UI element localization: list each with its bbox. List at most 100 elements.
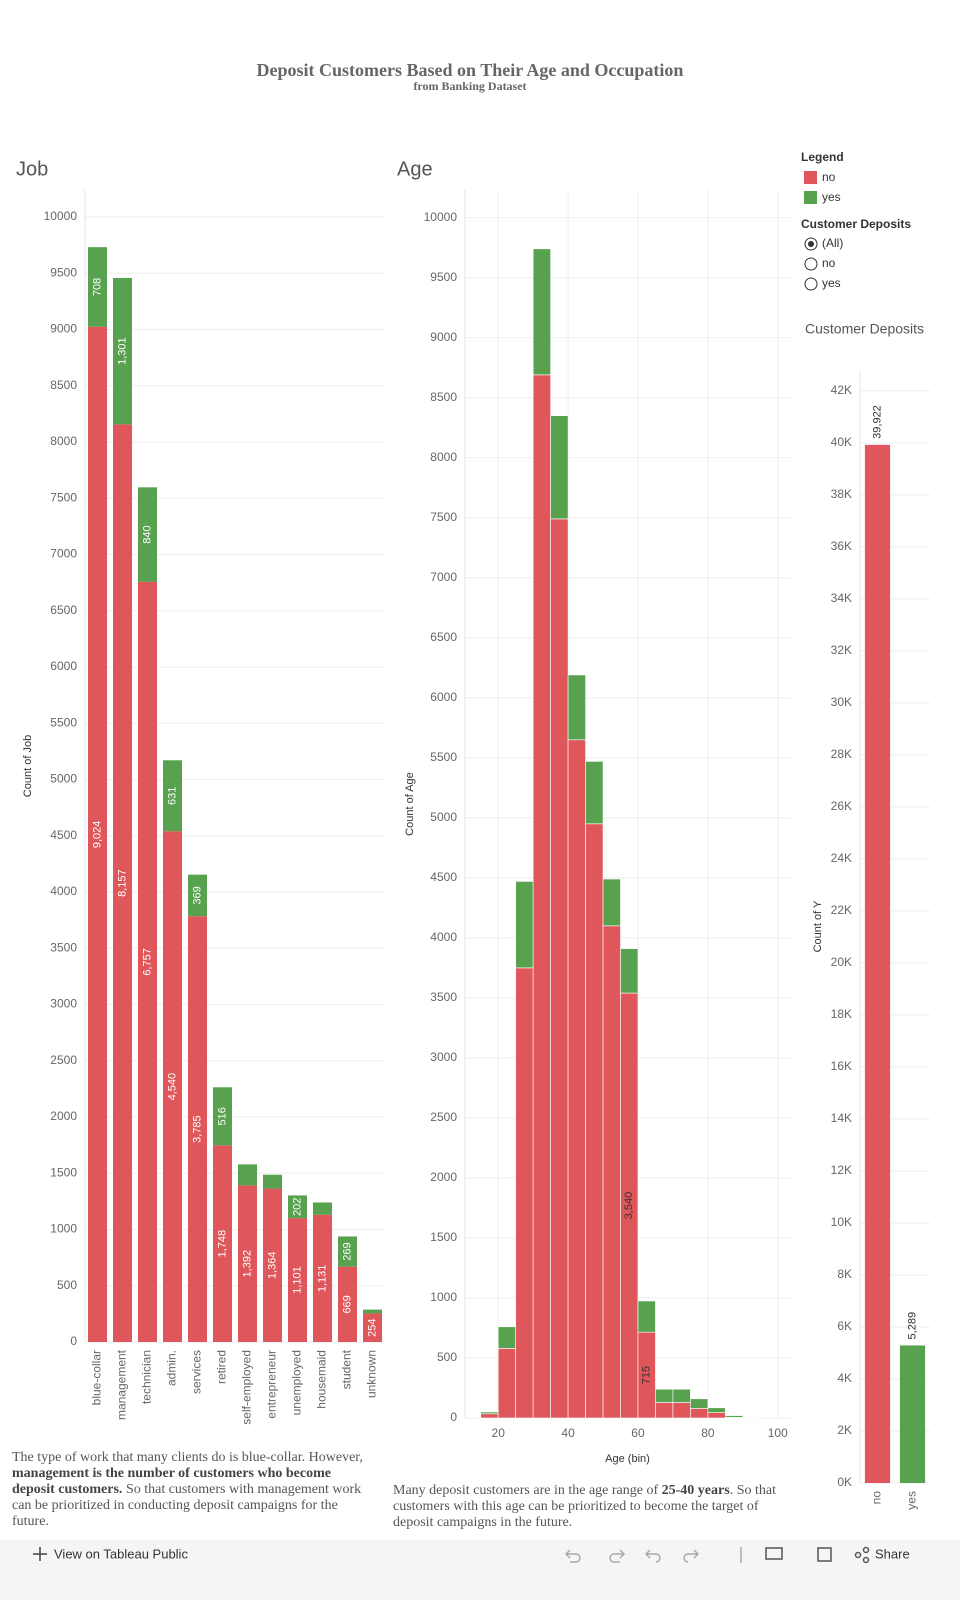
caption-text: The type of work that many clients do is… [12,1450,363,1465]
data-label: 9,024 [91,821,103,849]
bar-segment [163,760,182,832]
data-label: 840 [141,525,153,543]
y-tick-label: 5500 [430,750,457,764]
histogram-bar [497,1348,516,1419]
y-axis-label: Count of Age [404,772,416,836]
y-tick-label: 1500 [50,1165,77,1179]
histogram-bar [655,1388,674,1403]
y-tick-label: 3000 [50,997,77,1011]
y-tick-label: 5000 [430,810,457,824]
radio-label[interactable]: no [822,256,836,270]
bar-segment [213,1145,232,1342]
y-tick-label: 12K [831,1163,852,1177]
y-tick-label: 9500 [430,270,457,284]
y-tick-label: 5500 [50,715,77,729]
y-tick-label: 5000 [50,772,77,786]
y-tick-label: 1000 [50,1222,77,1236]
bar-segment [288,1218,307,1342]
x-tick-label: retired [215,1350,229,1384]
x-tick-label: unemployed [290,1350,304,1415]
data-label: 1,364 [266,1252,278,1280]
x-tick-label: 100 [768,1426,788,1440]
view-link[interactable]: View on Tableau Public [54,1546,188,1561]
y-tick-label: 36K [831,539,852,553]
radio-label[interactable]: yes [822,276,841,290]
legend-swatch [804,191,817,204]
legend-title: Legend [801,150,844,164]
legend-label: no [822,170,836,184]
data-label: 3,785 [191,1115,203,1143]
y-tick-label: 34K [831,591,852,605]
data-label: 4,540 [166,1073,178,1101]
data-label: 631 [166,787,178,805]
y-tick-label: 3500 [430,990,457,1004]
x-tick-label: unknown [365,1350,379,1398]
y-tick-label: 9500 [50,265,77,279]
x-tick-label: blue-collar [90,1350,104,1405]
y-tick-label: 9000 [50,322,77,336]
bar [864,444,891,1484]
y-axis-label: Count of Y [812,900,824,952]
data-label: 269 [341,1242,353,1260]
y-tick-label: 1500 [430,1230,457,1244]
radio-button [804,277,818,291]
bar-segment [263,1174,282,1189]
title: Deposit Customers Based on Their Age and… [257,60,684,80]
y-tick-label: 7500 [430,510,457,524]
y-tick-label: 500 [437,1350,457,1364]
y-tick-label: 8500 [50,378,77,392]
tableau-icon [33,1547,47,1561]
histogram-bar [672,1402,691,1419]
radio-label[interactable]: (All) [822,236,843,250]
histogram-bar [690,1398,709,1409]
data-label: 5,289 [906,1312,918,1340]
x-tick-label: admin. [165,1350,179,1386]
y-tick-label: 4500 [50,828,77,842]
x-tick-label: no [870,1491,884,1505]
x-tick-label: yes [905,1491,919,1510]
data-label: 369 [191,886,203,904]
data-label: 708 [91,278,103,296]
bar-segment [88,326,107,1342]
histogram-bar [550,415,569,520]
y-tick-label: 1000 [430,1290,457,1304]
age-caption: Many deposit customers are in the age ra… [393,1483,793,1531]
y-tick-label: 8000 [430,450,457,464]
x-tick-label: student [340,1349,354,1389]
bar-segment [188,874,207,917]
caption-text: management is the number of customers wh… [12,1466,331,1497]
y-tick-label: 30K [831,695,852,709]
y-tick-label: 18K [831,1007,852,1021]
bar-segment [113,424,132,1342]
y-tick-label: 3500 [50,940,77,954]
histogram-bar [567,739,586,1419]
histogram-bar [585,761,604,825]
y-tick-label: 28K [831,747,852,761]
y-tick-label: 6000 [430,690,457,704]
radio-button [804,257,818,271]
bar-segment [238,1185,257,1342]
data-label: 202 [291,1198,303,1216]
bar-segment [288,1195,307,1219]
bar-segment [313,1202,332,1215]
x-tick-label: 60 [631,1426,645,1440]
data-label: 669 [341,1295,353,1313]
subtitle: from Banking Dataset [413,79,526,93]
x-tick-label: self-employed [240,1350,254,1425]
x-tick-label: services [190,1350,204,1394]
histogram-bar [532,248,551,376]
y-tick-label: 20K [831,955,852,969]
data-label: 1,301 [116,337,128,365]
y-tick-label: 6500 [50,603,77,617]
radio-dot [808,241,814,247]
bar-segment [238,1164,257,1186]
y-tick-label: 0 [70,1334,77,1348]
legend-label: yes [822,190,841,204]
y-tick-label: 24K [831,851,852,865]
share-button[interactable]: Share [875,1546,910,1561]
histogram-bar [602,878,621,927]
data-label: 1,748 [216,1230,228,1258]
legend-swatch [804,171,817,184]
